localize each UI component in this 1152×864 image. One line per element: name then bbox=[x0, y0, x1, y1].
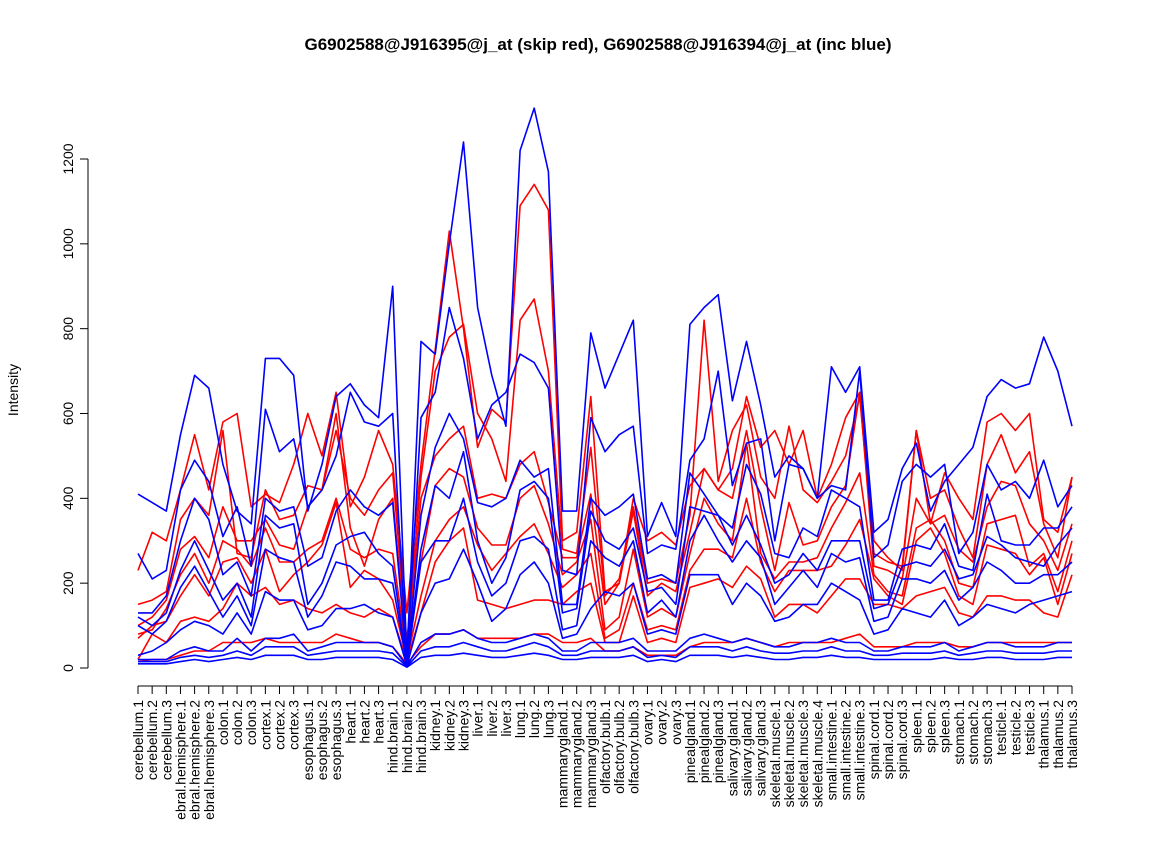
x-tick-label: spleen.3 bbox=[937, 700, 953, 753]
x-tick-label: ebral.hemisphere.1 bbox=[172, 700, 188, 820]
x-tick-label: cerebellum.2 bbox=[144, 700, 160, 780]
x-tick-label: liver.2 bbox=[484, 700, 500, 737]
x-tick-label: heart.3 bbox=[371, 700, 387, 744]
y-tick-label: 1000 bbox=[60, 228, 76, 259]
x-tick-label: kidney.1 bbox=[427, 700, 443, 751]
x-tick-label: mammarygland.3 bbox=[583, 700, 599, 808]
x-tick-label: esophagus.1 bbox=[300, 700, 316, 780]
x-tick-label: lung.3 bbox=[540, 700, 556, 738]
x-tick-label: small.intestine.1 bbox=[823, 700, 839, 801]
x-tick-label: stomach.3 bbox=[979, 700, 995, 765]
y-axis-label: Intensity bbox=[5, 364, 21, 416]
series-line-inc-blue-4 bbox=[137, 450, 1073, 665]
series-line-inc-blue-8 bbox=[138, 641, 1072, 668]
x-tick-label: heart.1 bbox=[342, 700, 358, 744]
x-axis: cerebellum.1cerebellum.2cerebellum.3ebra… bbox=[130, 685, 1080, 820]
series-line-inc-blue-9 bbox=[138, 652, 1072, 669]
x-tick-label: spinal.cord.3 bbox=[894, 700, 910, 780]
x-tick-label: thalamus.2 bbox=[1050, 700, 1066, 769]
x-tick-label: kidney.2 bbox=[441, 700, 457, 751]
series-line-skip-red-3 bbox=[137, 391, 1073, 652]
x-tick-label: skeletal.muscle.1 bbox=[767, 700, 783, 808]
x-tick-label: skeletal.muscle.3 bbox=[795, 700, 811, 808]
x-tick-label: ovary.1 bbox=[639, 700, 655, 745]
x-tick-label: ovary.3 bbox=[668, 700, 684, 745]
series-line-skip-red-5 bbox=[137, 497, 1073, 661]
y-tick-label: 600 bbox=[60, 402, 76, 426]
x-tick-label: pinealgland.2 bbox=[696, 700, 712, 784]
series-line-inc-blue-2 bbox=[137, 306, 1073, 665]
x-tick-label: mammarygland.2 bbox=[569, 700, 585, 808]
series-line-inc-blue-7 bbox=[138, 628, 1072, 667]
x-tick-label: lung.2 bbox=[526, 700, 542, 738]
x-tick-label: spleen.1 bbox=[908, 700, 924, 753]
x-tick-label: ovary.2 bbox=[654, 700, 670, 745]
series-line-inc-blue-3 bbox=[138, 412, 1073, 665]
x-tick-label: colon.1 bbox=[215, 700, 231, 745]
x-tick-label: skeletal.muscle.2 bbox=[781, 700, 797, 808]
y-tick-label: 400 bbox=[60, 486, 76, 510]
series-group bbox=[137, 107, 1073, 669]
x-tick-label: cortex.3 bbox=[286, 700, 302, 750]
x-tick-label: olfactory.bulb.3 bbox=[625, 700, 641, 794]
x-tick-label: salivary.gland.2 bbox=[739, 700, 755, 796]
series-line-inc-blue-5 bbox=[137, 497, 1073, 666]
x-tick-label: stomach.2 bbox=[965, 700, 981, 765]
x-tick-label: thalamus.1 bbox=[1036, 700, 1052, 769]
y-tick-label: 800 bbox=[60, 317, 76, 341]
x-tick-label: cortex.2 bbox=[272, 700, 288, 750]
y-tick-label: 1200 bbox=[60, 143, 76, 174]
x-tick-label: skeletal.muscle.4 bbox=[809, 700, 825, 808]
x-tick-label: testicle.2 bbox=[1007, 700, 1023, 755]
y-axis: 0 200 400 600 800 1000 1200 bbox=[60, 143, 89, 672]
x-tick-label: spleen.2 bbox=[922, 700, 938, 753]
x-tick-label: colon.3 bbox=[243, 700, 259, 745]
x-tick-label: cortex.1 bbox=[257, 700, 273, 750]
x-tick-label: thalamus.3 bbox=[1064, 700, 1080, 769]
x-tick-label: spinal.cord.1 bbox=[866, 700, 882, 780]
x-tick-label: cerebellum.1 bbox=[130, 700, 146, 780]
x-tick-label: small.intestine.2 bbox=[838, 700, 854, 801]
x-tick-label: stomach.1 bbox=[951, 700, 967, 765]
x-tick-label: salivary.gland.3 bbox=[753, 700, 769, 796]
x-tick-label: cerebellum.3 bbox=[158, 700, 174, 780]
x-tick-label: pinealgland.1 bbox=[682, 700, 698, 784]
x-tick-label: mammarygland.1 bbox=[555, 700, 571, 808]
x-tick-label: hind.brain.3 bbox=[413, 700, 429, 773]
x-tick-label: pinealgland.3 bbox=[710, 700, 726, 784]
x-tick-label: lung.1 bbox=[512, 700, 528, 738]
x-tick-label: esophagus.2 bbox=[314, 700, 330, 780]
x-tick-label: liver.3 bbox=[498, 700, 514, 737]
series-line-skip-red-2 bbox=[137, 298, 1073, 644]
x-tick-label: testicle.3 bbox=[1022, 700, 1038, 755]
x-tick-label: colon.2 bbox=[229, 700, 245, 745]
x-tick-label: testicle.1 bbox=[993, 700, 1009, 755]
x-tick-label: hind.brain.2 bbox=[399, 700, 415, 773]
x-tick-label: small.intestine.3 bbox=[852, 700, 868, 801]
x-tick-label: heart.2 bbox=[356, 700, 372, 744]
y-tick-label: 200 bbox=[60, 571, 76, 595]
x-tick-label: hind.brain.1 bbox=[385, 700, 401, 773]
x-tick-label: olfactory.bulb.1 bbox=[597, 700, 613, 794]
series-line-skip-red-1 bbox=[137, 183, 1073, 614]
x-tick-label: olfactory.bulb.2 bbox=[611, 700, 627, 794]
x-tick-label: ebral.hemisphere.3 bbox=[201, 700, 217, 820]
x-tick-label: ebral.hemisphere.2 bbox=[187, 700, 203, 820]
series-line-inc-blue-1 bbox=[137, 107, 1073, 661]
x-tick-label: liver.1 bbox=[470, 700, 486, 737]
series-line-inc-blue-6 bbox=[137, 548, 1073, 667]
x-tick-label: salivary.gland.1 bbox=[724, 700, 740, 796]
chart-title: G6902588@J916395@j_at (skip red), G69025… bbox=[304, 35, 891, 54]
x-tick-label: kidney.3 bbox=[455, 700, 471, 751]
y-tick-label: 0 bbox=[60, 664, 76, 672]
x-tick-label: esophagus.3 bbox=[328, 700, 344, 780]
x-tick-label: spinal.cord.2 bbox=[880, 700, 896, 780]
